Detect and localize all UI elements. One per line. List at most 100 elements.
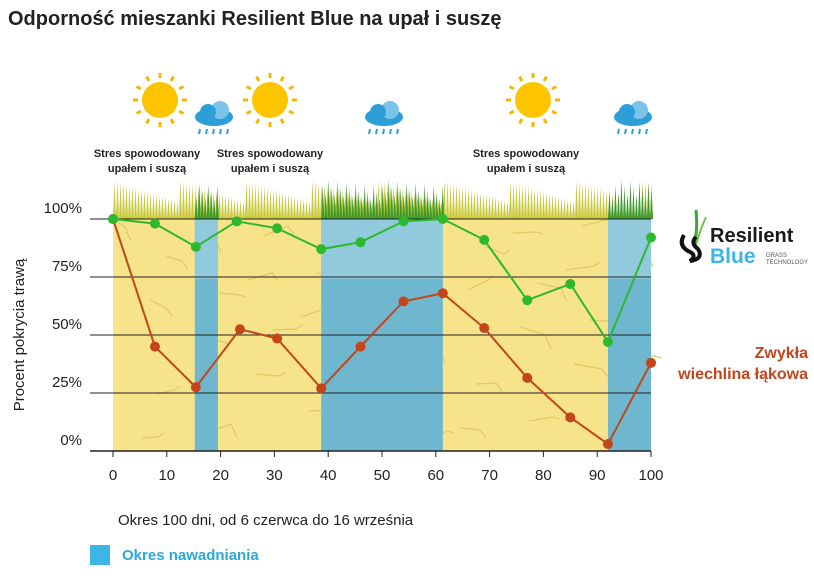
grass-blade xyxy=(134,187,137,219)
grass-blade xyxy=(293,196,296,219)
grass-blade xyxy=(290,195,293,219)
green-grass-blade xyxy=(357,189,361,219)
green-grass-blade xyxy=(336,180,340,219)
raindrop xyxy=(375,128,378,135)
grass-blade xyxy=(242,201,245,219)
green-grass-blade xyxy=(327,179,331,219)
y-tick-label: 25% xyxy=(52,374,82,391)
green-grass-blade xyxy=(333,193,337,219)
data-point-red xyxy=(437,288,448,299)
data-point-red xyxy=(398,296,409,307)
grass-blade xyxy=(494,197,497,219)
green-grass-blade xyxy=(390,186,394,219)
green-grass-blade xyxy=(330,186,334,219)
x-tick-label: 20 xyxy=(212,467,229,484)
soil-crack xyxy=(573,363,609,378)
green-grass-blade xyxy=(634,194,638,219)
stress-label-line1: Stres spowodowany xyxy=(473,148,580,160)
grass-blade xyxy=(560,197,563,219)
grass-blade xyxy=(260,185,263,219)
raindrop xyxy=(396,128,399,135)
red-label-line1: Zwykła xyxy=(754,345,808,362)
grass-blade xyxy=(263,186,266,219)
grass-blade xyxy=(569,200,572,219)
green-grass-blade xyxy=(351,195,355,219)
grass-blade xyxy=(248,181,251,219)
grass-blade xyxy=(161,196,164,219)
green-grass-blade xyxy=(348,188,352,219)
grass-blade xyxy=(224,195,227,219)
green-grass-blade xyxy=(631,187,635,219)
grass-blade xyxy=(146,191,149,219)
green-grass-blade xyxy=(366,190,370,219)
grass-blade xyxy=(257,184,260,219)
green-grass-blade xyxy=(393,193,397,219)
soil-crack xyxy=(149,299,173,317)
soil-crack xyxy=(565,261,601,271)
soil-crack xyxy=(218,292,246,298)
grass-blade xyxy=(239,200,242,219)
sun-icon xyxy=(133,73,187,127)
grass-blade xyxy=(113,180,116,219)
irrigation-water-highlight xyxy=(607,219,651,279)
grass-blade xyxy=(512,181,515,219)
grass-blade xyxy=(227,196,230,219)
green-grass-blade xyxy=(420,196,424,219)
grass-blade xyxy=(254,183,257,219)
data-point-green xyxy=(565,278,576,289)
grass-blade xyxy=(140,189,143,219)
grass-blade xyxy=(455,184,458,219)
grass-blade xyxy=(179,180,182,219)
grass-blade xyxy=(245,180,248,219)
green-grass-blade xyxy=(607,191,611,219)
grass-blade xyxy=(506,201,509,219)
grass-blade xyxy=(551,194,554,219)
green-grass-blade xyxy=(321,185,325,219)
green-grass-blade xyxy=(209,191,213,219)
raindrop xyxy=(219,128,222,135)
grass-blade xyxy=(143,190,146,219)
grass-blade xyxy=(251,182,254,219)
grass-blade xyxy=(266,187,269,219)
green-grass-blade xyxy=(396,180,400,219)
irrigation-water-highlight xyxy=(194,219,218,279)
grass-blade xyxy=(152,193,155,219)
grass-blade xyxy=(581,182,584,219)
data-point-red xyxy=(190,382,201,393)
legend-swatch-irrigation xyxy=(90,545,110,565)
red-label-line2: wiechlina łąkowa xyxy=(678,366,808,383)
green-grass-blade xyxy=(429,197,433,219)
grass-blade xyxy=(461,186,464,219)
grass-blade xyxy=(554,195,557,219)
grass-blade xyxy=(503,200,506,219)
x-tick-label: 90 xyxy=(589,467,606,484)
rain-cloud-icon-part xyxy=(200,104,216,120)
green-grass-blade xyxy=(640,188,644,219)
green-grass-blade xyxy=(417,189,421,219)
raindrop xyxy=(205,128,208,135)
grass-blade xyxy=(158,195,161,219)
green-grass-blade xyxy=(372,184,376,219)
grass-blade xyxy=(575,180,578,219)
grass-blade xyxy=(182,181,185,219)
raindrop xyxy=(212,128,215,135)
grass-swirl-icon xyxy=(679,209,707,263)
grass-blade xyxy=(275,190,278,219)
red-series-label: Zwykła wiechlina łąkowa xyxy=(672,343,808,385)
green-grass-blade xyxy=(426,190,430,219)
grass-blade xyxy=(485,194,488,219)
grass-blade xyxy=(599,188,602,219)
data-point-green xyxy=(355,237,366,248)
data-point-red xyxy=(479,323,490,334)
x-axis-caption: Okres 100 dni, od 6 czerwca do 16 wrześn… xyxy=(118,512,414,529)
data-point-green xyxy=(398,216,409,227)
grass-blade xyxy=(530,187,533,219)
grass-blade xyxy=(233,198,236,219)
grass-blade xyxy=(572,201,575,219)
x-tick-label: 60 xyxy=(427,467,444,484)
green-grass-blade xyxy=(345,181,349,219)
grass-blade xyxy=(590,185,593,219)
grass-blade xyxy=(122,183,125,219)
sun-icon xyxy=(243,73,297,127)
